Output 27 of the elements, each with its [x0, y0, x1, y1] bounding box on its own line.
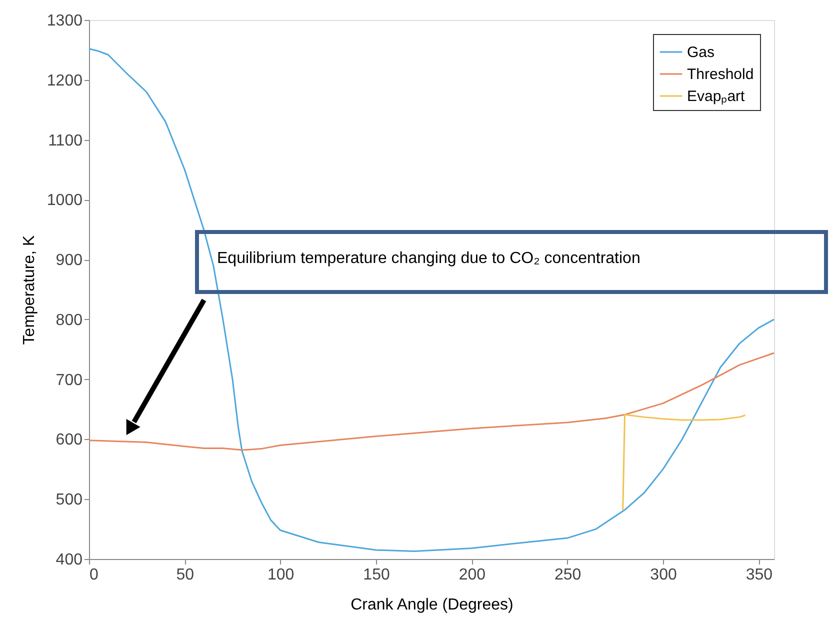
x-tick-label: 100 — [267, 566, 294, 584]
legend-label: Evapₚart — [687, 88, 746, 105]
x-tick-label: 150 — [363, 566, 390, 584]
x-tick-label: 350 — [746, 566, 773, 584]
y-tick-label: 1200 — [46, 72, 83, 90]
annotation: Equilibrium temperature changing due to CO₂ concentration — [217, 250, 640, 267]
legend-label: Threshold — [687, 66, 754, 83]
y-tick-label: 700 — [56, 372, 83, 389]
y-axis-title: Temperature, K — [20, 234, 38, 345]
line-series — [88, 48, 775, 552]
x-tick-label: 0 — [90, 566, 98, 584]
legend-label: Gas — [687, 44, 715, 61]
y-tick-label: 800 — [56, 312, 83, 329]
x-tick-label: 300 — [650, 566, 677, 584]
y-tick-label: 900 — [56, 252, 83, 270]
y-tick-label: 600 — [56, 432, 83, 449]
y-tick-label: 400 — [56, 552, 83, 568]
x-tick-label: 50 — [176, 566, 194, 584]
y-tick-label: 1300 — [46, 12, 83, 30]
y-tick-label: 1100 — [48, 132, 83, 150]
y-tick-label: 500 — [56, 492, 83, 509]
line-series — [88, 352, 775, 451]
line-series — [622, 414, 746, 511]
y-tick-label: 1000 — [46, 192, 83, 210]
x-tick-label: 250 — [554, 566, 582, 584]
x-axis-title: Crank Angle (Degrees) — [350, 596, 514, 614]
x-tick-label: 200 — [458, 566, 486, 584]
